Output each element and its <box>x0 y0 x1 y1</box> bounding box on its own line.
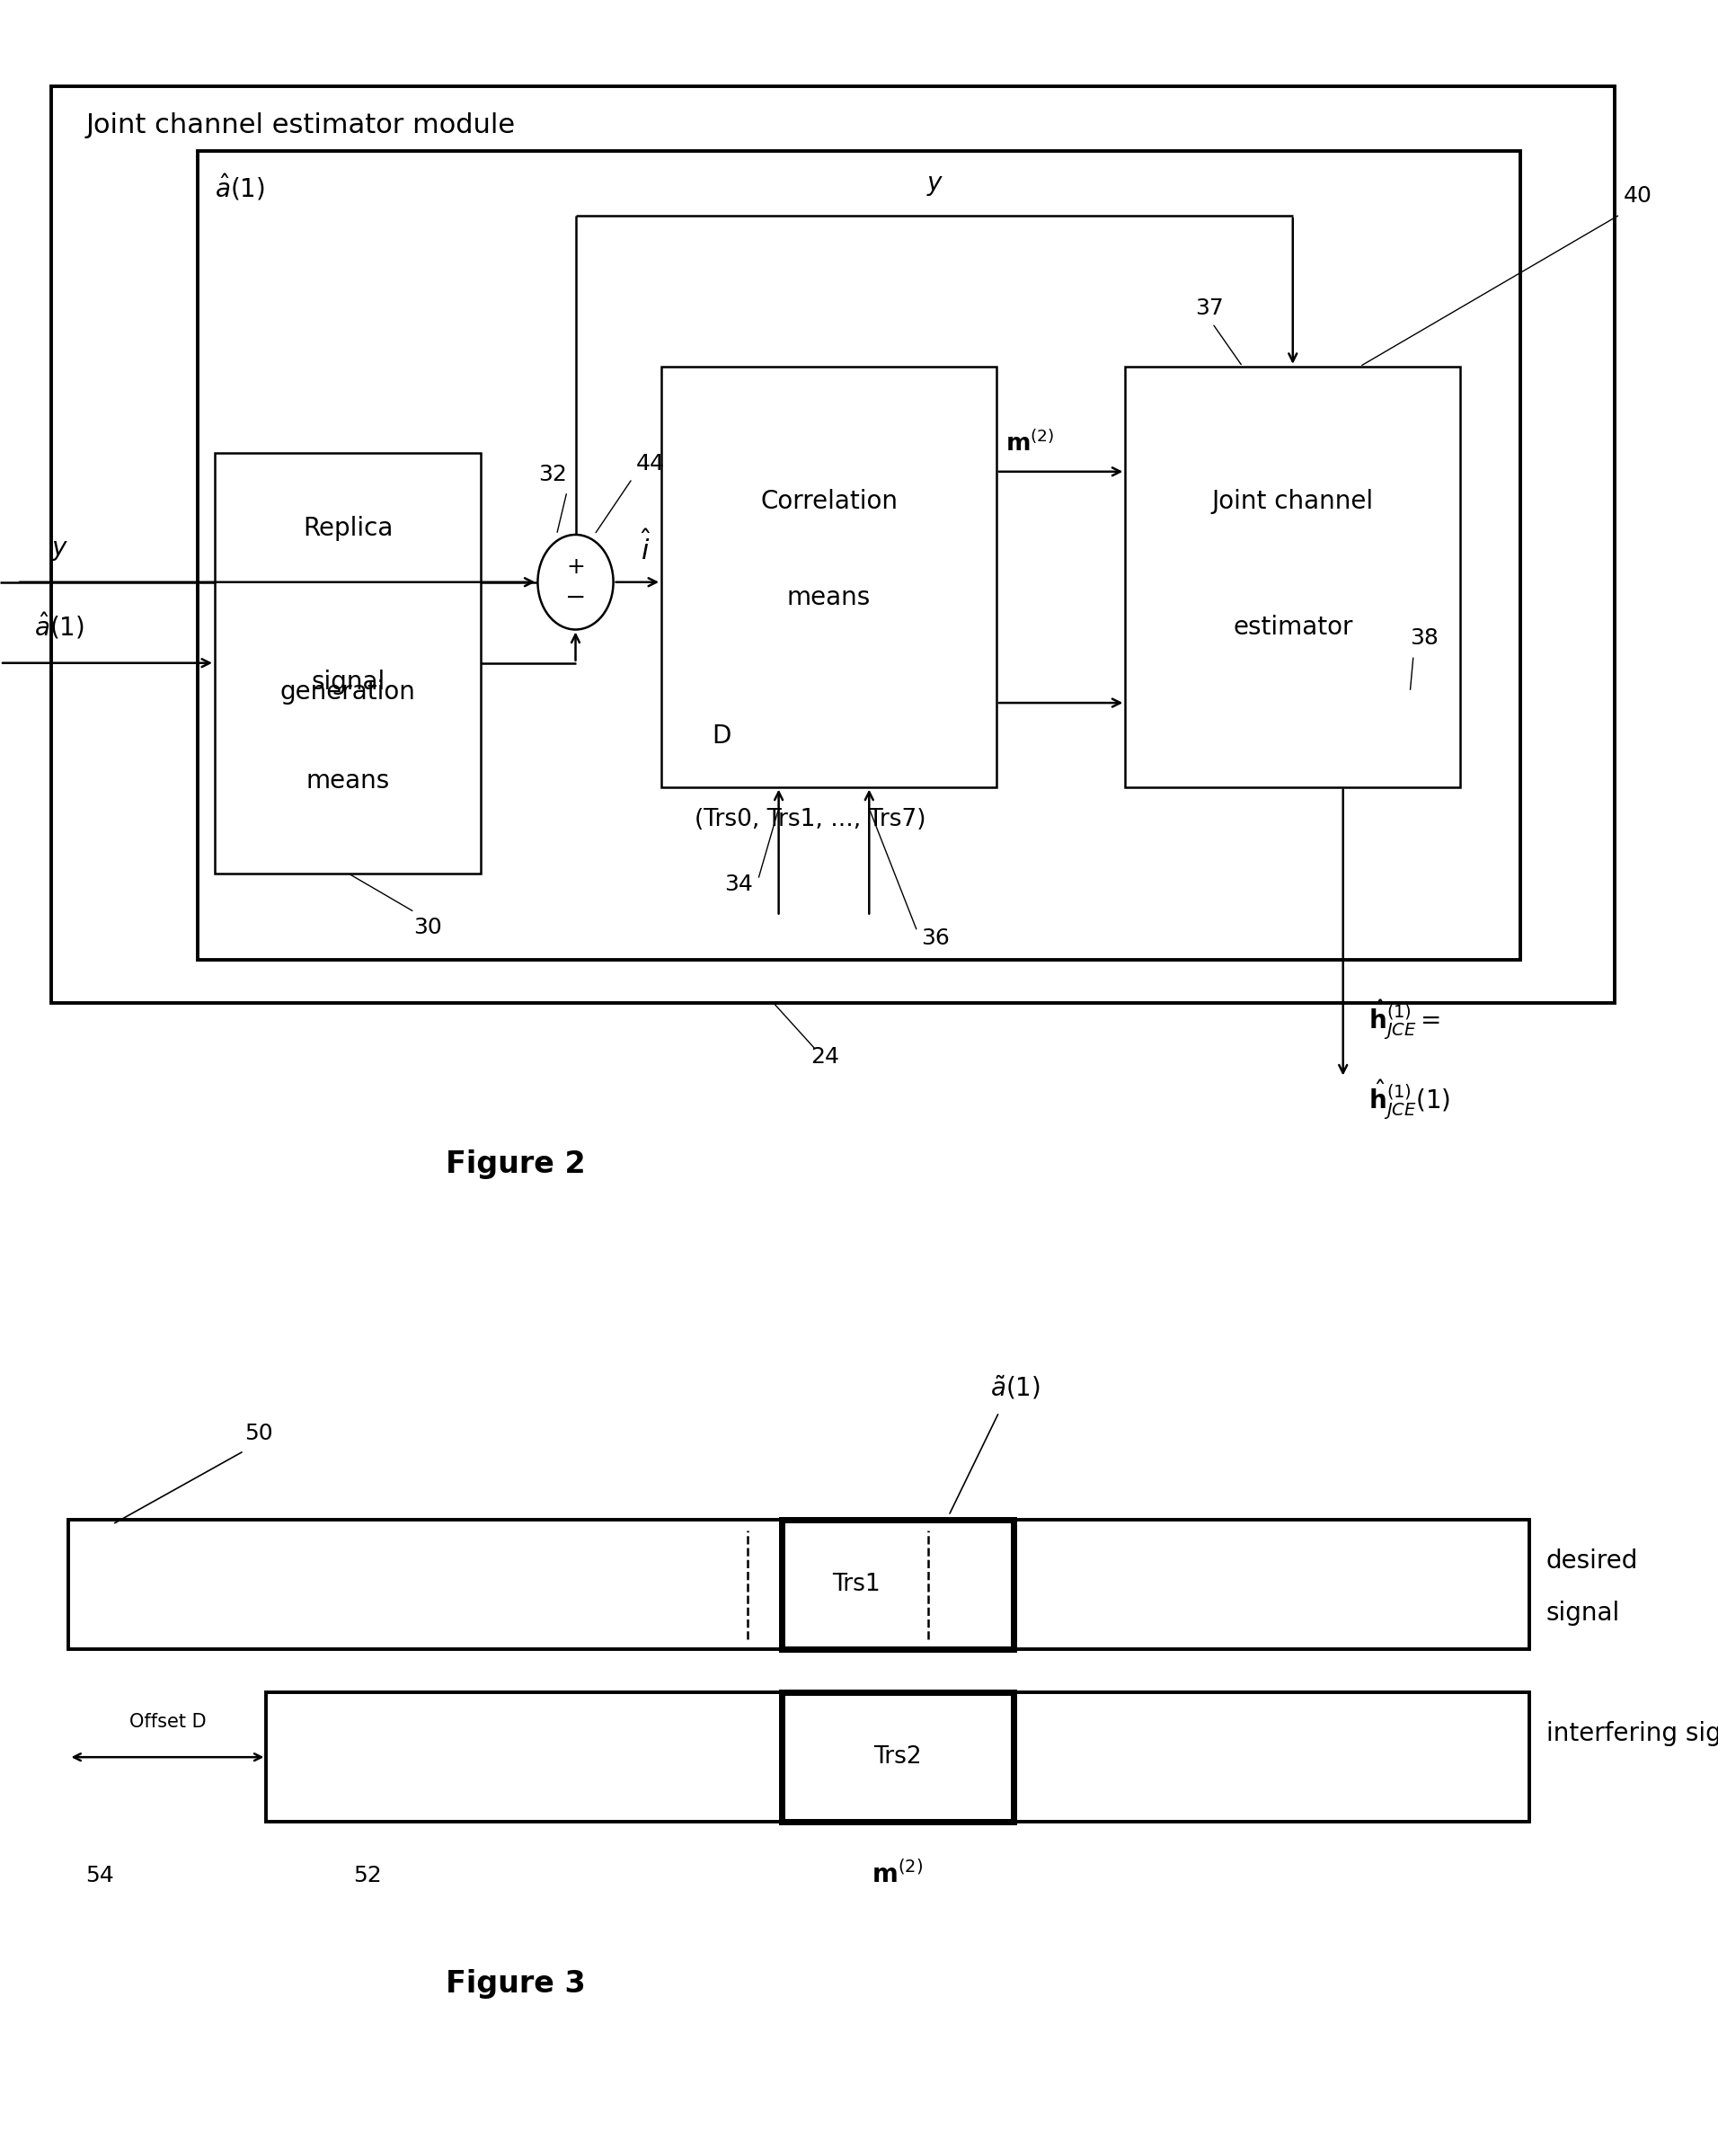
Text: 52: 52 <box>352 1865 381 1886</box>
Circle shape <box>538 535 613 630</box>
Text: $\hat{\mathbf{h}}^{(1)}_{JCE}(1)$: $\hat{\mathbf{h}}^{(1)}_{JCE}(1)$ <box>1369 1078 1450 1121</box>
Text: Figure 2: Figure 2 <box>445 1149 586 1179</box>
Text: signal: signal <box>311 668 385 694</box>
Text: $\mathbf{m}^{(2)}$: $\mathbf{m}^{(2)}$ <box>873 1861 923 1889</box>
Text: Correlation: Correlation <box>759 489 899 513</box>
Text: $\hat{a}(1)$: $\hat{a}(1)$ <box>215 172 265 203</box>
Bar <box>266 1692 1529 1822</box>
Text: Joint channel: Joint channel <box>1211 489 1374 513</box>
Text: desired: desired <box>1546 1548 1639 1574</box>
Text: (Trs0, Trs1, ..., Trs7): (Trs0, Trs1, ..., Trs7) <box>694 808 926 830</box>
Text: generation: generation <box>280 679 416 705</box>
Bar <box>198 151 1520 959</box>
Bar <box>782 1520 1014 1649</box>
Text: D: D <box>713 724 732 748</box>
Text: y: y <box>926 170 941 196</box>
Text: 34: 34 <box>725 873 752 895</box>
Text: means: means <box>787 584 871 610</box>
Bar <box>661 367 996 787</box>
Text: Offset D: Offset D <box>129 1714 206 1731</box>
Bar <box>52 86 1615 1003</box>
Text: estimator: estimator <box>1234 614 1352 640</box>
Text: signal: signal <box>1546 1600 1620 1626</box>
Bar <box>782 1692 1014 1822</box>
Text: Trs1: Trs1 <box>832 1574 880 1595</box>
Bar <box>69 1520 1529 1649</box>
Text: −: − <box>565 584 586 610</box>
Text: y: y <box>52 535 67 561</box>
Text: Trs2: Trs2 <box>873 1746 923 1768</box>
Text: $\hat{a}(1)$: $\hat{a}(1)$ <box>34 610 84 642</box>
Text: 37: 37 <box>1194 298 1223 319</box>
Text: $\hat{i}$: $\hat{i}$ <box>641 530 651 565</box>
Text: 44: 44 <box>636 453 665 474</box>
Bar <box>215 453 481 873</box>
Text: 54: 54 <box>86 1865 113 1886</box>
Text: $\hat{\mathbf{h}}^{(1)}_{JCE} =$: $\hat{\mathbf{h}}^{(1)}_{JCE} =$ <box>1369 998 1441 1041</box>
Text: Replica: Replica <box>302 515 393 541</box>
Text: 50: 50 <box>244 1423 273 1445</box>
Text: 30: 30 <box>414 916 442 938</box>
Text: 38: 38 <box>1410 627 1438 649</box>
Bar <box>1125 367 1460 787</box>
Text: +: + <box>567 556 584 578</box>
Text: 36: 36 <box>921 927 950 949</box>
Text: $\mathbf{m}^{(2)}$: $\mathbf{m}^{(2)}$ <box>1005 431 1053 457</box>
Text: Figure 3: Figure 3 <box>445 1968 586 1999</box>
Text: means: means <box>306 768 390 793</box>
Text: interfering signal: interfering signal <box>1546 1720 1718 1746</box>
Text: $\tilde{a}(1)$: $\tilde{a}(1)$ <box>990 1373 1041 1401</box>
Text: Joint channel estimator module: Joint channel estimator module <box>86 112 515 138</box>
Text: 24: 24 <box>811 1046 838 1067</box>
Text: 32: 32 <box>538 464 567 485</box>
Text: 40: 40 <box>1624 185 1653 207</box>
